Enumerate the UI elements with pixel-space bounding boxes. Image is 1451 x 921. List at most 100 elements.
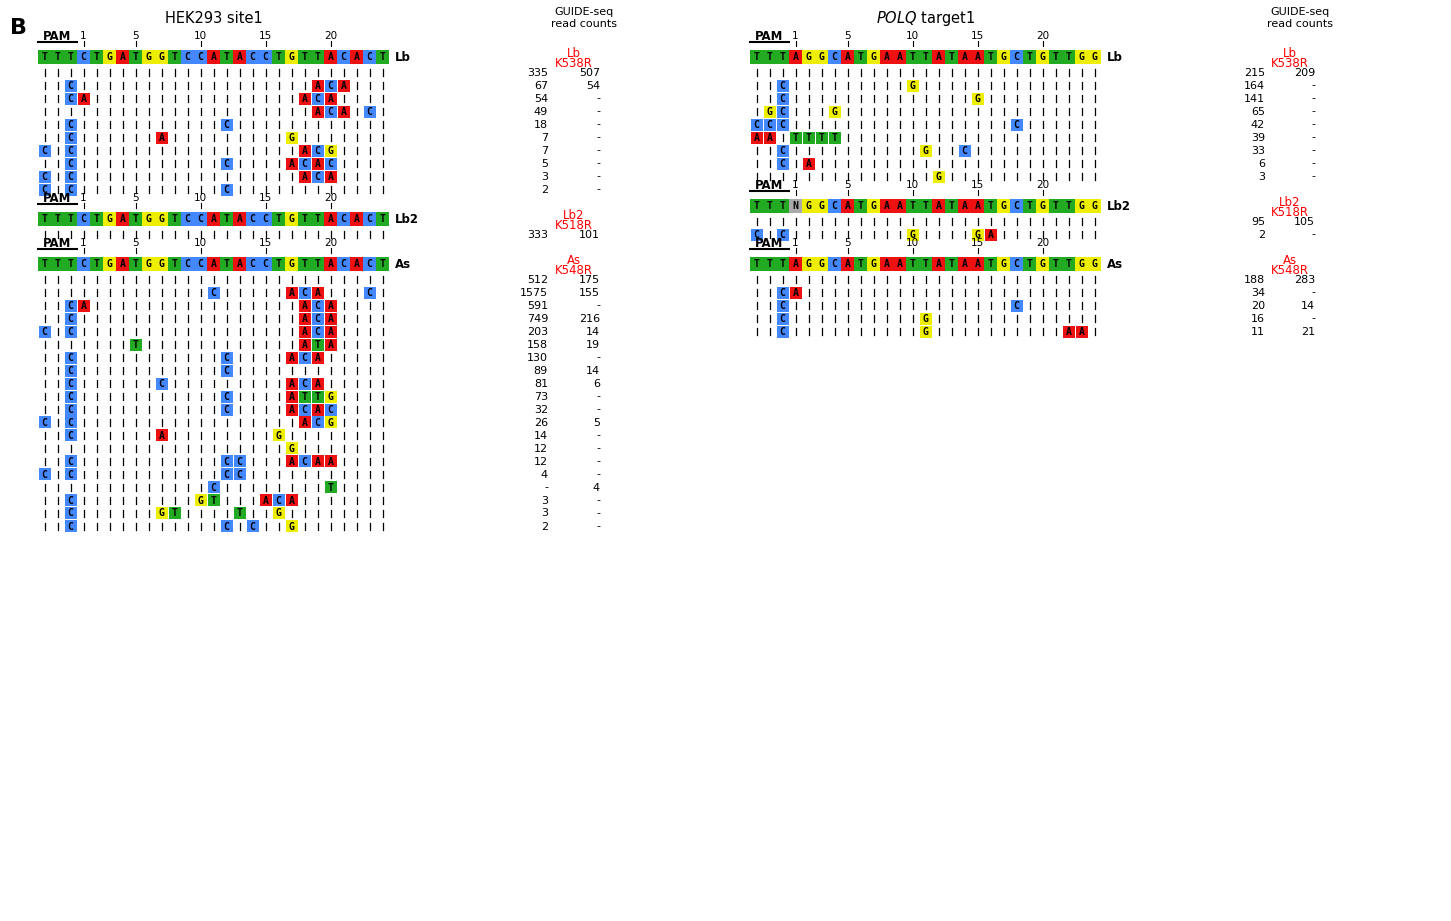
Bar xyxy=(842,199,855,213)
Bar xyxy=(221,520,232,532)
Text: A: A xyxy=(1078,327,1084,336)
Bar xyxy=(155,50,168,64)
Bar xyxy=(324,50,337,64)
Bar xyxy=(776,257,789,271)
Bar xyxy=(103,257,116,271)
Text: T: T xyxy=(93,259,100,269)
Text: T: T xyxy=(93,214,100,224)
Text: 141: 141 xyxy=(1244,94,1265,103)
Text: A: A xyxy=(302,146,308,156)
Text: C: C xyxy=(779,80,785,90)
Text: 164: 164 xyxy=(1244,80,1265,90)
Bar xyxy=(64,403,77,415)
Text: C: C xyxy=(68,457,74,467)
Text: T: T xyxy=(923,259,929,269)
Text: C: C xyxy=(315,417,321,427)
Text: T: T xyxy=(380,214,386,224)
Text: -: - xyxy=(1312,313,1315,323)
Text: C: C xyxy=(223,470,229,480)
Bar xyxy=(802,157,814,169)
Text: C: C xyxy=(68,158,74,169)
Text: G: G xyxy=(145,214,151,224)
Text: 42: 42 xyxy=(1251,120,1265,130)
Bar xyxy=(918,257,932,271)
Text: 12: 12 xyxy=(534,457,548,467)
Bar xyxy=(64,365,77,377)
Bar xyxy=(776,50,789,64)
Text: GUIDE-seq: GUIDE-seq xyxy=(554,7,614,17)
Text: 283: 283 xyxy=(1294,274,1315,285)
Text: G: G xyxy=(975,229,981,239)
Bar xyxy=(905,257,918,271)
Text: G: G xyxy=(276,430,281,440)
Text: 65: 65 xyxy=(1251,107,1265,116)
Text: 54: 54 xyxy=(534,94,548,103)
Bar xyxy=(363,212,376,226)
Text: C: C xyxy=(68,171,74,181)
Text: 20: 20 xyxy=(324,193,337,203)
Bar xyxy=(286,132,297,144)
Text: G: G xyxy=(805,259,811,269)
Bar xyxy=(933,170,945,182)
Text: C: C xyxy=(223,353,229,363)
Text: T: T xyxy=(988,259,994,269)
Text: C: C xyxy=(68,313,74,323)
Text: C: C xyxy=(210,287,216,297)
Text: A: A xyxy=(302,417,308,427)
Bar xyxy=(64,299,77,311)
Text: C: C xyxy=(68,430,74,440)
Bar xyxy=(338,79,350,91)
Bar xyxy=(842,50,855,64)
Text: 15: 15 xyxy=(258,238,273,248)
Text: PAM: PAM xyxy=(756,237,784,250)
Text: A: A xyxy=(237,52,242,62)
Text: T: T xyxy=(1026,52,1033,62)
Bar xyxy=(286,378,297,390)
Text: C: C xyxy=(779,94,785,103)
Text: 10: 10 xyxy=(194,238,207,248)
Bar xyxy=(64,378,77,390)
Text: 188: 188 xyxy=(1244,274,1265,285)
Bar xyxy=(234,469,245,481)
Bar xyxy=(312,286,324,298)
Text: C: C xyxy=(263,214,268,224)
Bar xyxy=(297,212,311,226)
Bar xyxy=(312,299,324,311)
Text: C: C xyxy=(779,327,785,336)
Bar xyxy=(194,212,207,226)
Bar xyxy=(207,495,219,507)
Text: G: G xyxy=(145,52,151,62)
Text: C: C xyxy=(42,184,48,194)
Bar xyxy=(932,257,945,271)
Text: 512: 512 xyxy=(527,274,548,285)
Text: C: C xyxy=(250,521,255,531)
Bar xyxy=(221,456,232,468)
Text: A: A xyxy=(328,214,334,224)
Bar xyxy=(971,50,984,64)
Text: A: A xyxy=(289,287,295,297)
Text: T: T xyxy=(315,52,321,62)
Bar xyxy=(1036,257,1049,271)
Text: G: G xyxy=(1091,259,1097,269)
Text: 4: 4 xyxy=(541,470,548,480)
Text: A: A xyxy=(315,158,321,169)
Text: 19: 19 xyxy=(586,340,601,349)
Bar xyxy=(776,157,788,169)
Text: C: C xyxy=(766,120,772,130)
Bar xyxy=(1088,257,1101,271)
Bar xyxy=(221,365,232,377)
Text: -: - xyxy=(596,470,601,480)
Text: -: - xyxy=(1312,94,1315,103)
Text: T: T xyxy=(1052,52,1058,62)
Text: -: - xyxy=(544,483,548,493)
Text: C: C xyxy=(68,94,74,103)
Text: 16: 16 xyxy=(1251,313,1265,323)
Text: 10: 10 xyxy=(905,31,918,41)
Text: B: B xyxy=(10,18,28,38)
Bar xyxy=(1088,199,1101,213)
Text: 15: 15 xyxy=(258,31,273,41)
Bar xyxy=(776,92,788,104)
Bar xyxy=(286,403,297,415)
Text: T: T xyxy=(132,259,138,269)
Text: T: T xyxy=(328,483,334,493)
